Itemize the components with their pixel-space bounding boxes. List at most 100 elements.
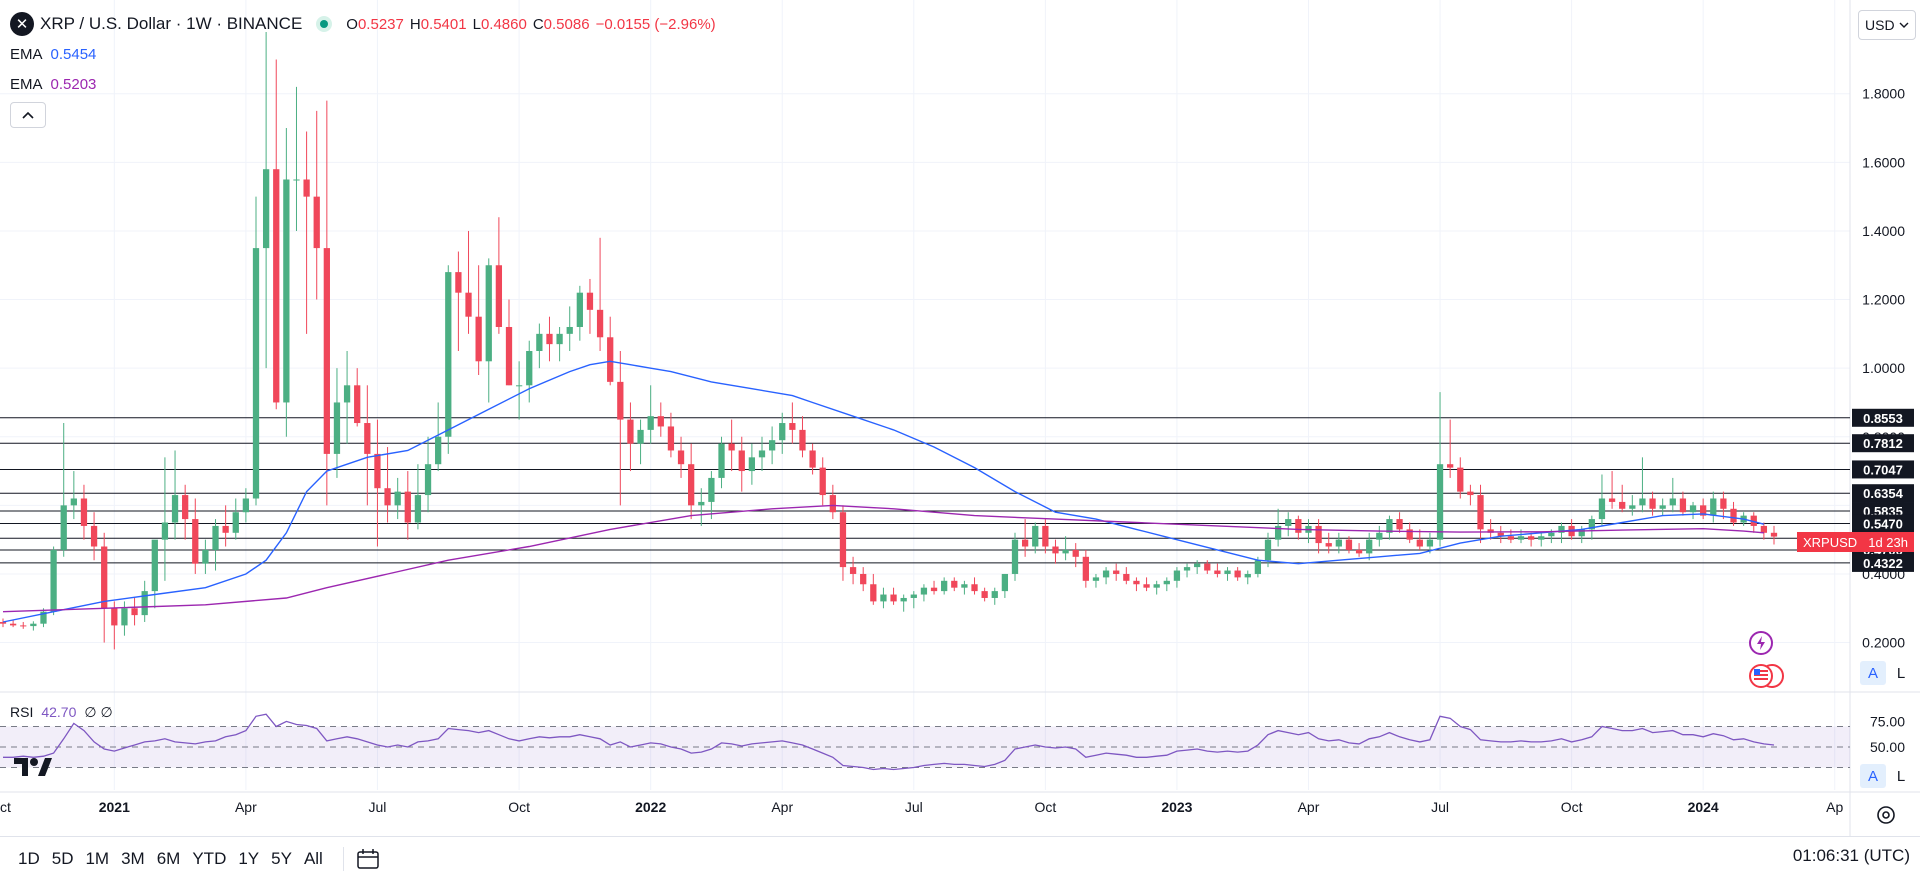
candle-body [1042,525,1049,547]
candle-body [1396,519,1403,530]
candle-body [1629,505,1636,509]
timeframe-all[interactable]: All [303,848,323,868]
rsi-log-scale-button[interactable]: L [1888,764,1914,788]
gear-icon[interactable] [1875,804,1897,826]
candle-body [1538,536,1545,540]
candle-body [1710,498,1717,516]
candle-body [576,292,583,327]
candle-body [688,464,695,506]
timeframe-ytd[interactable]: YTD [192,848,227,868]
symbol-title[interactable]: XRP / U.S. Dollar · 1W · BINANCE [40,14,303,33]
candle-body [1376,532,1383,540]
y-tick-label: 1.2000 [1862,292,1905,308]
candle-body [880,594,887,602]
candle-body [1113,570,1120,574]
candle-body [1750,515,1757,526]
level-price-tag [1852,484,1914,503]
candle-body [283,179,290,403]
rsi-auto-scale-button[interactable]: A [1860,764,1886,788]
candle-body [273,169,280,403]
timeframe-1y[interactable]: 1Y [238,848,260,868]
level-price-label: 0.4322 [1863,556,1903,571]
candle-body [1588,519,1595,530]
timeframe-6m[interactable]: 6M [156,848,181,868]
candle-body [151,539,158,592]
candle-body [910,594,917,598]
rsi-legend[interactable]: RSI 42.70 ∅ ∅ [10,704,113,721]
level-price-label: 0.8553 [1863,411,1903,426]
currency-label: USD [1865,17,1895,33]
candle-body [1608,498,1616,502]
log-scale-button[interactable]: L [1888,661,1914,685]
candle-body [60,505,67,550]
collapse-legend-button[interactable] [10,102,46,128]
candle-body [1355,549,1363,554]
candle-body [1052,546,1059,554]
ema-fast-value: 0.5454 [50,46,97,63]
candle-body [829,495,836,513]
candle-body [1679,498,1687,513]
candle-body [1315,525,1322,544]
timeframe-1d[interactable]: 1D [18,848,40,868]
ema-slow-legend[interactable]: EMA 0.5203 [10,76,96,93]
candle-body [991,591,998,598]
candle-body [404,491,411,523]
us-economic-event-icon[interactable] [1748,662,1786,690]
candle-body [1335,539,1342,547]
rsi-value: 42.70 [41,704,77,720]
candle-body [637,429,644,444]
tradingview-logo-icon[interactable] [14,756,52,778]
candle-body [384,488,391,506]
candle-body [394,491,401,506]
candle-body [252,248,260,499]
ohlc-close-label: C [532,15,544,33]
candle-body [1214,570,1221,574]
candle-body [161,522,169,540]
timeframe-1m[interactable]: 1M [85,848,110,868]
price-change: −0.0155 (−2.96%) [595,15,716,33]
chart-canvas[interactable]: 0.20000.40000.60000.80001.00001.20001.40… [0,0,1920,836]
candle-body [768,440,776,451]
candle-body [647,416,654,430]
x-tick-label: Ap [1826,799,1843,815]
level-price-tag [1852,514,1914,533]
ema-slow-name: EMA [10,76,43,93]
toolbar-divider [342,846,344,871]
timeframe-5y[interactable]: 5Y [271,848,292,868]
ema-fast-legend[interactable]: EMA 0.5454 [10,46,96,63]
candle-body [475,316,482,362]
candle-body [677,450,685,465]
candle-body [1224,570,1231,574]
candle-body [1285,519,1292,526]
rsi-tick-label: 50.00 [1870,739,1905,755]
candle-body [698,501,705,506]
candle-body [1062,549,1069,554]
timeframe-5d[interactable]: 5D [51,848,74,868]
timeframe-3m[interactable]: 3M [121,848,145,868]
candle-body [414,495,422,523]
candle-body [1649,498,1656,509]
candle-body [1173,570,1181,581]
x-tick-label: 2022 [635,799,666,815]
candle-body [1517,536,1525,540]
utc-clock[interactable]: 01:06:31 (UTC) [1792,846,1910,865]
level-price-label: 0.7812 [1863,436,1903,451]
level-price-label: 0.6354 [1863,486,1904,501]
auto-scale-button[interactable]: A [1860,661,1886,685]
x-tick-label: 2021 [99,799,130,815]
candle-body [890,594,897,602]
candle-body [1123,573,1130,581]
chevron-up-icon [22,111,34,119]
currency-selector[interactable]: USD [1858,10,1916,40]
candle-body [505,326,513,386]
y-tick-label: 1.4000 [1862,223,1905,239]
x-tick-label: Apr [771,799,793,815]
calendar-range-icon[interactable] [356,848,380,870]
candle-body [1244,573,1251,578]
candle-body [141,591,148,616]
candle-body [849,567,857,574]
candle-body [50,549,57,612]
level-price-tag [1852,553,1914,572]
lightning-event-icon[interactable] [1748,630,1774,656]
candle-body [374,453,381,489]
